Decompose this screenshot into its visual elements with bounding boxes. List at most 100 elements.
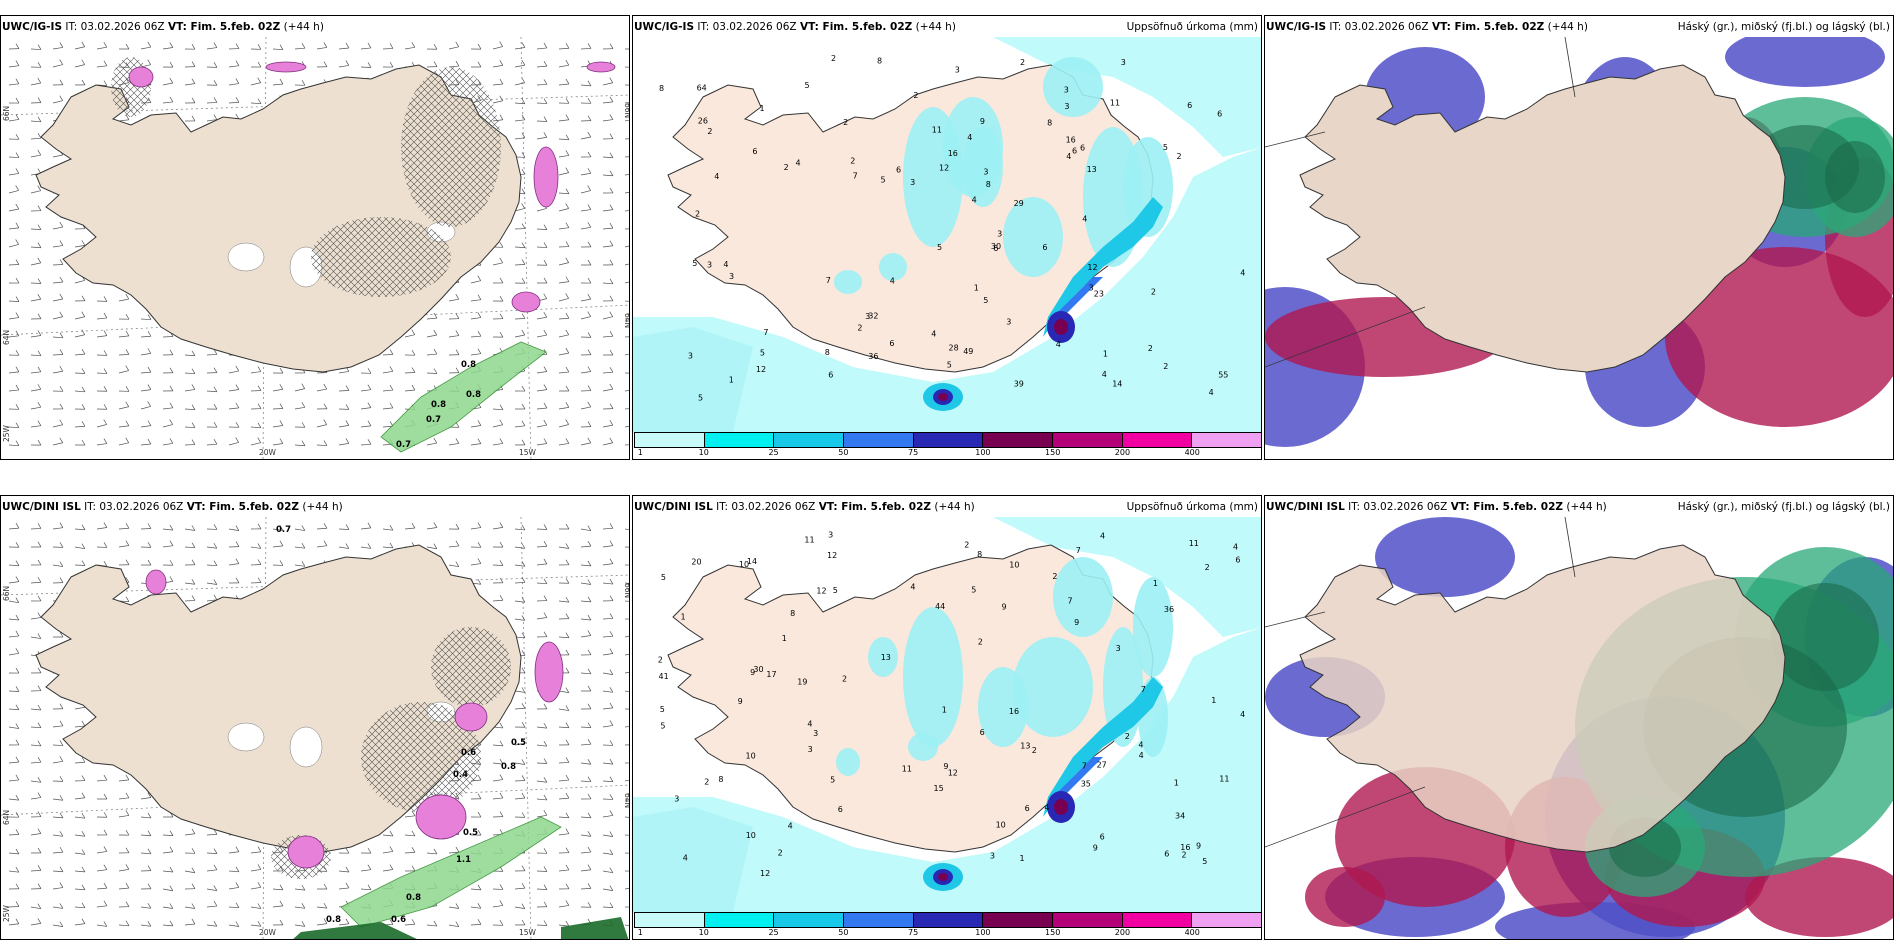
precip-value: 16 <box>1009 707 1019 716</box>
precip-value: 6 <box>838 805 843 814</box>
panel-dini-precip: UWC/DINI ISL IT: 03.02.2026 06Z VT: Fim.… <box>632 495 1262 940</box>
precip-value: 7 <box>826 276 831 285</box>
contour-label: 0.8 <box>406 893 421 903</box>
precip-value: 5 <box>937 243 942 252</box>
legend-tick: 75 <box>908 928 919 937</box>
legend-swatch <box>913 433 984 447</box>
precip-value: 3 <box>813 729 818 738</box>
legend-swatch <box>704 433 775 447</box>
precip-value: 32 <box>868 311 878 320</box>
precip-value: 6 <box>889 339 894 348</box>
precip-value: 2 <box>1205 563 1210 572</box>
precip-value: 3 <box>997 230 1002 239</box>
precip-value: 6 <box>1187 101 1192 110</box>
contour-label: 0.4 <box>453 770 468 780</box>
panel-dini-wind: UWC/DINI ISL IT: 03.02.2026 06Z VT: Fim.… <box>0 495 630 940</box>
precip-value: 1 <box>942 705 947 714</box>
panel-title: UWC/DINI ISL IT: 03.02.2026 06Z VT: Fim.… <box>1266 501 1890 513</box>
precip-value: 16 <box>1066 135 1076 144</box>
precip-value: 2 <box>1032 746 1037 755</box>
wind-map: 0.7 0.8 0.6 0.8 1.1 0.5 0.5 0.8 0.4 0.6 66N 64N 66N 6… <box>1 517 630 939</box>
precip-value: 4 <box>1102 370 1107 379</box>
precip-value: 3 <box>910 178 915 187</box>
legend-tick: 1 <box>637 928 643 937</box>
precip-value: 3 <box>1116 644 1121 653</box>
precip-value: 1 <box>681 613 686 622</box>
precip-value: 1 <box>974 284 979 293</box>
precip-value: 8 <box>825 348 830 357</box>
precip-value: 3 <box>729 272 734 281</box>
precip-value: 14 <box>1112 380 1122 389</box>
precip-value: 6 <box>828 370 833 379</box>
precip-value: 2 <box>913 91 918 100</box>
precip-value: 2 <box>857 324 862 333</box>
contour-label: 0.6 <box>461 748 476 758</box>
panel-title: UWC/IG-IS IT: 03.02.2026 06Z VT: Fim. 5.… <box>1266 21 1890 33</box>
precip-value: 2 <box>1177 152 1182 161</box>
precip-value: 2 <box>1052 572 1057 581</box>
legend-tick: 50 <box>838 928 849 937</box>
precip-value: 2 <box>831 54 836 63</box>
precip-value: 5 <box>661 573 666 582</box>
precip-value: 44 <box>935 602 945 611</box>
precip-value: 11 <box>804 536 814 545</box>
panel-title: UWC/IG-IS IT: 03.02.2026 06Z VT: Fim. 5.… <box>634 21 1258 33</box>
precip-value: 2 <box>1182 851 1187 860</box>
precip-value: 2 <box>843 118 848 127</box>
precip-value: 2 <box>1148 344 1153 353</box>
lat-64n-right: 64N <box>623 793 630 808</box>
precip-value: 30 <box>753 665 763 674</box>
precip-value: 1 <box>1020 854 1025 863</box>
precip-value: 9 <box>738 697 743 706</box>
panel-title: UWC/IG-IS IT: 03.02.2026 06Z VT: Fim. 5.… <box>2 21 324 33</box>
lon-20w: 20W <box>259 448 277 457</box>
cloud-map <box>1265 517 1893 939</box>
precip-value: 5 <box>947 360 952 369</box>
precip-value: 3 <box>1089 284 1094 293</box>
lat-66n-right: 66N <box>623 583 630 598</box>
precip-value: 26 <box>698 117 708 126</box>
precip-value: 4 <box>1233 543 1238 552</box>
lon-25w: 25W <box>2 424 11 442</box>
precip-value: 10 <box>746 752 756 761</box>
precip-value: 10 <box>739 560 749 569</box>
wind-map: 0.8 0.8 0.7 0.8 0.7 66N 64N 66N 64N 25W 20W 15W <box>1 37 629 459</box>
precip-value: 3 <box>955 65 960 74</box>
precip-value: 5 <box>881 175 886 184</box>
precip-value: 2 <box>978 638 983 647</box>
legend-tick: 25 <box>768 928 779 937</box>
precip-value: 5 <box>983 296 988 305</box>
precip-value: 6 <box>1080 143 1085 152</box>
precip-value: 11 <box>932 125 942 134</box>
precip-value: 1 <box>760 104 765 113</box>
legend-tick: 50 <box>838 448 849 457</box>
precip-value: 15 <box>934 784 944 793</box>
precip-value: 4 <box>931 330 936 339</box>
precip-value: 5 <box>660 722 665 731</box>
precip-value: 5 <box>698 393 703 402</box>
precip-value: 5 <box>805 81 810 90</box>
precip-value: 28 <box>949 344 959 353</box>
precip-value: 6 <box>980 728 985 737</box>
precip-value: 4 <box>1100 532 1105 541</box>
panel-igis-clouds: UWC/IG-IS IT: 03.02.2026 06Z VT: Fim. 5.… <box>1264 15 1894 460</box>
lat-66n-left: 66N <box>2 106 11 121</box>
legend-tick: 100 <box>975 928 991 937</box>
precip-value: 4 <box>714 172 719 181</box>
precip-value: 4 <box>967 133 972 142</box>
precip-value: 9 <box>750 668 755 677</box>
precip-value: 4 <box>723 260 728 269</box>
precip-legend: 1 10 25 50 75 100 150 200 400 <box>634 432 1261 458</box>
precip-value: 5 <box>1163 143 1168 152</box>
panel-title: UWC/DINI ISL IT: 03.02.2026 06Z VT: Fim.… <box>2 501 343 513</box>
lat-64n-left: 64N <box>2 330 11 345</box>
legend-swatch <box>844 913 914 927</box>
precip-value: 29 <box>1014 199 1024 208</box>
precip-value: 4 <box>1138 741 1143 750</box>
precip-value: 16 <box>948 149 958 158</box>
precip-value: 9 <box>1074 618 1079 627</box>
contour-label: 0.8 <box>461 360 476 370</box>
precip-value: 2 <box>1151 288 1156 297</box>
precip-value: 1 <box>1103 350 1108 359</box>
panel-title: UWC/DINI ISL IT: 03.02.2026 06Z VT: Fim.… <box>634 501 1258 513</box>
